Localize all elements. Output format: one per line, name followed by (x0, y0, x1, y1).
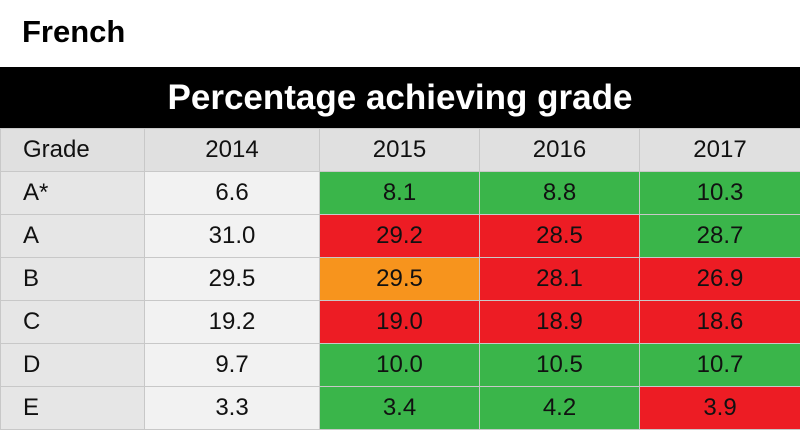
value-cell: 26.9 (639, 257, 800, 301)
column-header-grade: Grade (0, 128, 145, 172)
table-row: A 31.0 29.2 28.5 28.7 (0, 214, 800, 258)
grade-label: B (0, 257, 145, 301)
table-row: D 9.7 10.0 10.5 10.7 (0, 343, 800, 387)
value-cell: 28.7 (639, 214, 800, 258)
value-cell: 28.1 (479, 257, 640, 301)
table-row: E 3.3 3.4 4.2 3.9 (0, 386, 800, 430)
value-cell: 29.5 (319, 257, 480, 301)
grade-label: A* (0, 171, 145, 215)
value-cell: 19.0 (319, 300, 480, 344)
table-row: A* 6.6 8.1 8.8 10.3 (0, 171, 800, 215)
table-banner: Percentage achieving grade (0, 67, 800, 128)
header-row: Grade 2014 2015 2016 2017 (0, 128, 800, 172)
value-cell: 8.1 (319, 171, 480, 215)
grade-label: E (0, 386, 145, 430)
value-cell: 29.2 (319, 214, 480, 258)
value-cell: 28.5 (479, 214, 640, 258)
value-cell: 10.0 (319, 343, 480, 387)
value-cell: 6.6 (144, 171, 320, 215)
value-cell: 10.7 (639, 343, 800, 387)
grade-label: D (0, 343, 145, 387)
table-row: C 19.2 19.0 18.9 18.6 (0, 300, 800, 344)
value-cell: 29.5 (144, 257, 320, 301)
value-cell: 8.8 (479, 171, 640, 215)
value-cell: 31.0 (144, 214, 320, 258)
grade-table: Grade 2014 2015 2016 2017 A* 6.6 8.1 8.8 10.3 A 31.… (0, 128, 800, 430)
grade-table-body: Grade 2014 2015 2016 2017 A* 6.6 8.1 8.8 10.3 A 31.… (0, 128, 800, 430)
value-cell: 19.2 (144, 300, 320, 344)
table-row: B 29.5 29.5 28.1 26.9 (0, 257, 800, 301)
value-cell: 4.2 (479, 386, 640, 430)
subject-title: French (22, 14, 126, 49)
column-header-year: 2014 (144, 128, 320, 172)
value-cell: 18.6 (639, 300, 800, 344)
column-header-year: 2016 (479, 128, 640, 172)
value-cell: 3.3 (144, 386, 320, 430)
column-header-year: 2015 (319, 128, 480, 172)
value-cell: 9.7 (144, 343, 320, 387)
value-cell: 10.5 (479, 343, 640, 387)
value-cell: 18.9 (479, 300, 640, 344)
grade-label: A (0, 214, 145, 258)
column-header-year: 2017 (639, 128, 800, 172)
value-cell: 3.4 (319, 386, 480, 430)
value-cell: 3.9 (639, 386, 800, 430)
value-cell: 10.3 (639, 171, 800, 215)
grade-label: C (0, 300, 145, 344)
